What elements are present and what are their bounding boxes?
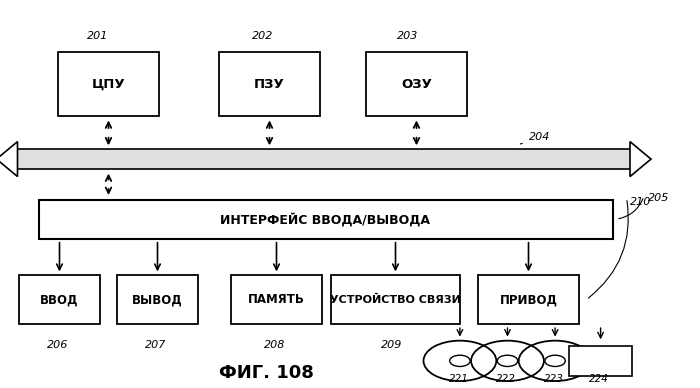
Text: 205: 205 xyxy=(648,193,669,203)
Text: 208: 208 xyxy=(264,340,285,350)
Text: 202: 202 xyxy=(252,31,273,41)
Bar xyxy=(18,149,630,169)
Text: 224: 224 xyxy=(589,374,609,384)
Text: ВЫВОД: ВЫВОД xyxy=(132,293,183,306)
Text: 223: 223 xyxy=(544,374,564,384)
Text: ПРИВОД: ПРИВОД xyxy=(500,293,557,306)
Bar xyxy=(38,200,612,239)
Bar xyxy=(477,275,580,324)
Bar xyxy=(218,52,321,116)
Text: УСТРОЙСТВО СВЯЗИ: УСТРОЙСТВО СВЯЗИ xyxy=(330,295,461,305)
Text: 222: 222 xyxy=(496,374,516,384)
Bar xyxy=(118,275,197,324)
Text: 201: 201 xyxy=(88,31,108,41)
Text: ИНТЕРФЕЙС ВВОДА/ВЫВОДА: ИНТЕРФЕЙС ВВОДА/ВЫВОДА xyxy=(220,212,430,226)
Text: 207: 207 xyxy=(145,340,166,350)
Text: ЦПУ: ЦПУ xyxy=(92,78,125,91)
Text: 203: 203 xyxy=(397,31,418,41)
Text: 204: 204 xyxy=(528,132,550,142)
Text: ФИГ. 108: ФИГ. 108 xyxy=(218,364,314,382)
Bar xyxy=(231,275,322,324)
Text: ОЗУ: ОЗУ xyxy=(401,78,432,91)
Bar xyxy=(569,346,632,376)
Text: 210: 210 xyxy=(630,197,652,207)
Bar xyxy=(57,52,159,116)
Text: ПЗУ: ПЗУ xyxy=(254,78,285,91)
Text: ПАМЯТЬ: ПАМЯТЬ xyxy=(248,293,305,306)
Polygon shape xyxy=(630,142,651,177)
Bar xyxy=(20,275,100,324)
Text: ВВОД: ВВОД xyxy=(41,293,78,306)
Bar xyxy=(365,52,468,116)
Text: 209: 209 xyxy=(382,340,402,350)
Polygon shape xyxy=(0,142,18,177)
Text: 221: 221 xyxy=(449,374,468,384)
Bar xyxy=(330,275,461,324)
Text: 206: 206 xyxy=(48,340,69,350)
